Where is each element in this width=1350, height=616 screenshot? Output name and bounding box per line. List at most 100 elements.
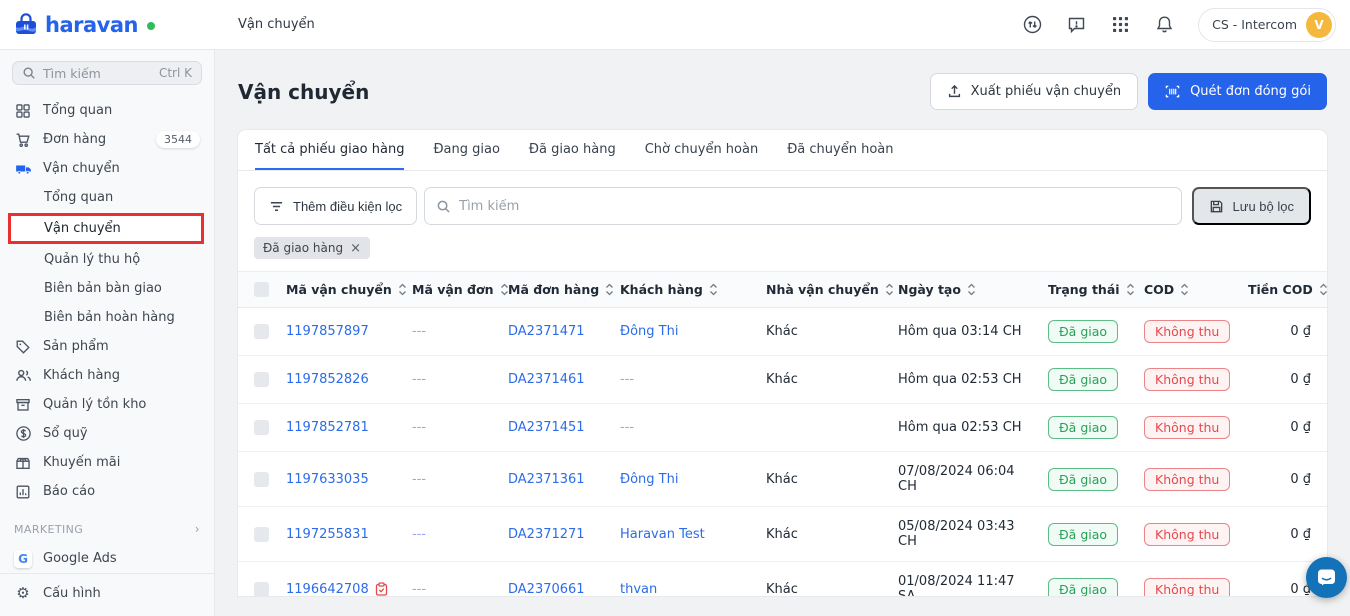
chat-widget-button[interactable] bbox=[1306, 557, 1347, 598]
sort-icon[interactable] bbox=[398, 283, 407, 296]
sidebar-settings-zone: ⚙ Cấu hình bbox=[0, 573, 214, 616]
haravan-logo[interactable]: haravan bbox=[0, 12, 215, 38]
shipment-code-link[interactable]: 1197255831 bbox=[286, 526, 369, 542]
table-search[interactable] bbox=[424, 187, 1182, 225]
add-filter-label: Thêm điều kiện lọc bbox=[293, 198, 403, 214]
sort-icon[interactable] bbox=[967, 283, 976, 296]
feedback-icon[interactable] bbox=[1066, 14, 1087, 35]
truck-icon bbox=[14, 160, 32, 178]
activity-history-icon[interactable] bbox=[1022, 14, 1043, 35]
cod-amount: 0 ₫ bbox=[1290, 420, 1311, 435]
sidebar-item-reports[interactable]: Báo cáo bbox=[0, 477, 214, 506]
apps-grid-icon[interactable] bbox=[1110, 14, 1131, 35]
sidebar-item-products[interactable]: Sản phẩm bbox=[0, 332, 214, 361]
tab-in-transit[interactable]: Đang giao bbox=[433, 141, 500, 157]
created-date: Hôm qua 02:53 CH bbox=[898, 420, 1022, 435]
sort-icon[interactable] bbox=[1319, 283, 1327, 296]
select-all-checkbox[interactable] bbox=[254, 282, 269, 297]
topbar-actions: CS - Intercom V bbox=[1022, 7, 1350, 42]
sidebar-item-orders[interactable]: Đơn hàng 3544 bbox=[0, 125, 214, 154]
sort-icon[interactable] bbox=[1126, 283, 1135, 296]
order-code-link[interactable]: DA2371451 bbox=[508, 420, 585, 435]
sidebar-subitem-label: Quản lý thu hộ bbox=[44, 252, 141, 267]
shipment-code-link[interactable]: 1197857897 bbox=[286, 324, 369, 339]
filter-chip-delivered[interactable]: Đã giao hàng × bbox=[254, 237, 371, 259]
search-input[interactable] bbox=[459, 198, 1170, 214]
sidebar-subitem-return-record[interactable]: Biên bản hoàn hàng bbox=[0, 303, 214, 332]
tab-pending-return[interactable]: Chờ chuyển hoàn bbox=[644, 141, 759, 157]
tab-all-deliveries[interactable]: Tất cả phiếu giao hàng bbox=[255, 130, 405, 170]
table-row[interactable]: 1197633035 --- DA2371361 Đông Thi Khác 0… bbox=[238, 451, 1327, 507]
table-header-row: Mã vận chuyển Mã vận đơn Mã đơn hàng Khá… bbox=[238, 271, 1327, 308]
sort-icon[interactable] bbox=[885, 283, 894, 296]
customer-link[interactable]: Đông Thi bbox=[620, 324, 679, 339]
row-checkbox[interactable] bbox=[254, 581, 269, 596]
sidebar-subitem-cod-management[interactable]: Quản lý thu hộ bbox=[0, 245, 214, 274]
tab-delivered[interactable]: Đã giao hàng bbox=[528, 141, 616, 157]
cod-amount: 0 ₫ bbox=[1290, 471, 1311, 487]
sort-icon[interactable] bbox=[709, 283, 718, 296]
save-filter-button[interactable]: Lưu bộ lọc bbox=[1191, 187, 1311, 225]
customer-link[interactable]: Haravan Test bbox=[620, 526, 705, 542]
table-row[interactable]: 1197255831 --- DA2371271 Haravan Test Kh… bbox=[238, 506, 1327, 562]
add-filter-button[interactable]: Thêm điều kiện lọc bbox=[254, 187, 418, 225]
waybill-code: --- bbox=[412, 581, 427, 597]
sidebar-item-shipping[interactable]: Vận chuyển bbox=[0, 154, 214, 183]
account-menu[interactable]: CS - Intercom V bbox=[1198, 7, 1336, 42]
sidebar-item-google-ads[interactable]: G Google Ads bbox=[0, 544, 214, 573]
sidebar-subitem-label: Tổng quan bbox=[44, 190, 114, 205]
sidebar-section-marketing[interactable]: MARKETING › bbox=[0, 506, 214, 544]
table-row[interactable]: 1197857897 --- DA2371471 Đông Thi Khác H… bbox=[238, 307, 1327, 356]
order-code-link[interactable]: DA2371271 bbox=[508, 526, 585, 542]
sort-icon[interactable] bbox=[1180, 283, 1189, 296]
filter-chip-label: Đã giao hàng bbox=[263, 241, 344, 255]
customer-link[interactable]: --- bbox=[620, 372, 635, 387]
export-shipping-button[interactable]: Xuất phiếu vận chuyển bbox=[929, 73, 1139, 110]
row-checkbox[interactable] bbox=[254, 324, 269, 339]
waybill-code: --- bbox=[412, 526, 427, 542]
order-code-link[interactable]: DA2371361 bbox=[508, 471, 585, 487]
sidebar-item-cashbook[interactable]: Sổ quỹ bbox=[0, 419, 214, 448]
order-code-link[interactable]: DA2371471 bbox=[508, 324, 585, 339]
sidebar-item-overview[interactable]: Tổng quan bbox=[0, 96, 214, 125]
search-shortcut: Ctrl K bbox=[158, 66, 192, 80]
sort-icon[interactable] bbox=[605, 283, 614, 296]
cod-badge: Không thu bbox=[1144, 577, 1231, 596]
sidebar-search[interactable]: Tìm kiếm Ctrl K bbox=[12, 61, 202, 85]
chevron-right-icon: › bbox=[194, 522, 200, 536]
sort-icon[interactable] bbox=[500, 283, 509, 296]
tab-returned[interactable]: Đã chuyển hoàn bbox=[787, 141, 894, 157]
scan-button-label: Quét đơn đóng gói bbox=[1190, 84, 1311, 99]
sidebar-nav: Tổng quan Đơn hàng 3544 Vận chuyển bbox=[0, 96, 214, 573]
order-code-link[interactable]: DA2371461 bbox=[508, 372, 585, 387]
report-icon bbox=[14, 483, 32, 501]
row-checkbox[interactable] bbox=[254, 420, 269, 435]
table-row[interactable]: 1197852826 --- DA2371461 --- Khác Hôm qu… bbox=[238, 355, 1327, 404]
sidebar-subitem-shipping-active[interactable]: Vận chuyển bbox=[8, 213, 204, 244]
scan-packing-button[interactable]: Quét đơn đóng gói bbox=[1148, 73, 1327, 110]
col-order-code: Mã đơn hàng bbox=[508, 282, 600, 297]
customer-link[interactable]: Đông Thi bbox=[620, 471, 679, 487]
remove-filter-icon[interactable]: × bbox=[350, 240, 362, 256]
cod-badge: Không thu bbox=[1144, 467, 1231, 491]
shipment-code-link[interactable]: 1197633035 bbox=[286, 471, 369, 487]
sidebar-subitem-shipping-overview[interactable]: Tổng quan bbox=[0, 183, 214, 212]
sidebar-item-promotions[interactable]: Khuyến mãi bbox=[0, 448, 214, 477]
notifications-bell-icon[interactable] bbox=[1154, 14, 1175, 35]
sidebar-subitem-handover-record[interactable]: Biên bản bàn giao bbox=[0, 274, 214, 303]
sidebar-item-customers[interactable]: Khách hàng bbox=[0, 361, 214, 390]
table-row[interactable]: 1196642708 --- DA2370661 thvan Khác 01/0… bbox=[238, 561, 1327, 597]
sidebar-item-inventory[interactable]: Quản lý tồn kho bbox=[0, 390, 214, 419]
shipment-code-link[interactable]: 1196642708 bbox=[286, 581, 369, 597]
order-code-link[interactable]: DA2370661 bbox=[508, 581, 585, 597]
sidebar-item-settings[interactable]: ⚙ Cấu hình bbox=[0, 579, 214, 608]
row-checkbox[interactable] bbox=[254, 372, 269, 387]
customer-link[interactable]: --- bbox=[620, 420, 635, 435]
customer-link[interactable]: thvan bbox=[620, 581, 658, 597]
shipment-code-link[interactable]: 1197852781 bbox=[286, 420, 369, 435]
shipment-code-link[interactable]: 1197852826 bbox=[286, 372, 369, 387]
search-icon bbox=[437, 200, 450, 213]
row-checkbox[interactable] bbox=[254, 526, 269, 542]
table-row[interactable]: 1197852781 --- DA2371451 --- Hôm qua 02:… bbox=[238, 403, 1327, 452]
row-checkbox[interactable] bbox=[254, 471, 269, 487]
